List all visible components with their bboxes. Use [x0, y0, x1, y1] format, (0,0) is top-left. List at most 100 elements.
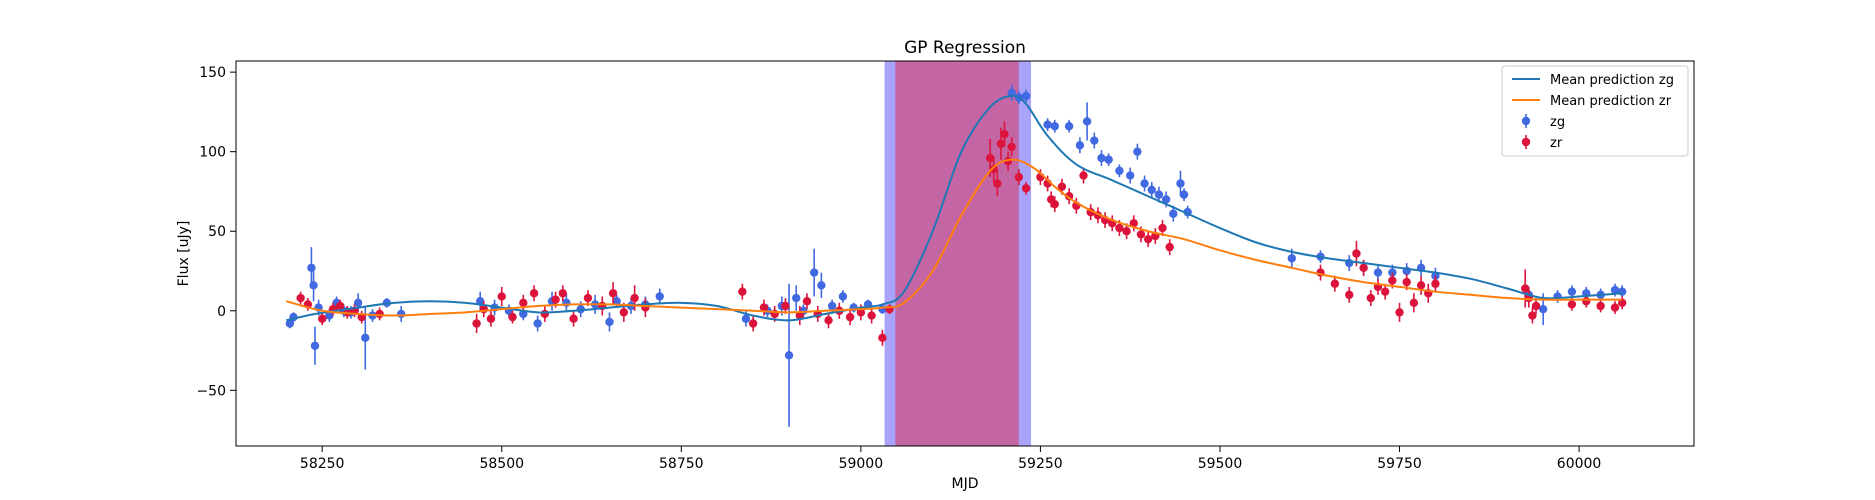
data-point-zr	[795, 311, 805, 320]
data-point-zr	[1122, 227, 1131, 236]
data-point-zg	[1161, 195, 1171, 204]
x-tick-label: 59750	[1377, 456, 1422, 472]
y-tick-label: 150	[199, 65, 226, 81]
data-point-zg	[1610, 285, 1620, 295]
data-point-zr	[759, 303, 769, 312]
data-point-zr	[1050, 199, 1059, 209]
data-point-zg	[1169, 209, 1178, 218]
data-point-zg	[1287, 254, 1296, 263]
data-point-zr	[1582, 297, 1591, 306]
data-point-zr	[551, 295, 560, 304]
data-point-zr	[1079, 171, 1088, 180]
data-point-zr	[1610, 303, 1620, 312]
data-point-zr	[569, 314, 578, 323]
data-point-zg	[1176, 179, 1185, 188]
data-point-zr	[375, 309, 384, 319]
data-point-zg	[285, 319, 295, 328]
x-tick-label: 58500	[479, 456, 524, 472]
data-point-zr	[1129, 219, 1138, 228]
data-point-zr	[1007, 142, 1016, 152]
data-point-zr	[802, 297, 812, 306]
data-point-zg	[309, 281, 318, 290]
data-point-zg	[1388, 268, 1397, 277]
x-tick-label: 59250	[1018, 456, 1063, 472]
data-point-zg	[1064, 122, 1074, 131]
data-point-zg	[817, 281, 826, 290]
data-point-zr	[317, 314, 327, 323]
legend-label-mean-zg: Mean prediction zg	[1550, 73, 1674, 88]
y-tick-label: 100	[199, 145, 226, 161]
chart-title: GP Regression	[904, 38, 1026, 58]
data-point-zr	[1596, 301, 1605, 311]
data-point-zr	[529, 289, 539, 298]
data-point-zg	[1125, 171, 1135, 180]
mean-prediction-line-zg	[286, 94, 1623, 322]
data-point-zr	[1014, 172, 1024, 182]
data-point-zr	[497, 292, 506, 301]
data-point-zg	[612, 297, 621, 306]
legend-box	[1501, 65, 1689, 157]
mean-prediction-line-zr	[286, 158, 1623, 317]
data-point-zg	[827, 301, 837, 311]
x-tick-label: 59000	[839, 456, 884, 472]
y-tick-label: 50	[208, 224, 226, 240]
data-point-zr	[738, 287, 747, 296]
data-point-zr	[993, 179, 1002, 188]
data-point-zg	[396, 309, 406, 319]
legend-swatch-zg	[1521, 114, 1531, 128]
data-point-zr	[1057, 182, 1067, 191]
legend-label-zr: zr	[1550, 136, 1563, 151]
data-point-zr	[519, 298, 528, 308]
data-point-zr	[1416, 281, 1426, 290]
data-point-zg	[1021, 91, 1031, 101]
data-point-zr	[1000, 129, 1009, 139]
x-axis-title: MJD	[952, 476, 979, 492]
data-point-zg	[838, 292, 848, 301]
shaded-region-1	[895, 61, 1019, 446]
data-point-zg	[1567, 287, 1577, 296]
data-point-zg	[1154, 190, 1164, 199]
data-point-zg	[1097, 153, 1106, 163]
data-point-zr	[1136, 230, 1146, 239]
data-point-zr	[1528, 311, 1537, 320]
x-tick-label: 60000	[1557, 456, 1602, 472]
data-point-zr	[335, 301, 345, 311]
legend: Mean prediction zg Mean prediction zr zg…	[1501, 65, 1689, 157]
data-point-zr	[1352, 249, 1361, 258]
data-point-zr	[486, 314, 496, 323]
data-point-zg	[1140, 179, 1149, 188]
data-point-zr	[583, 293, 593, 303]
data-point-zr	[781, 301, 790, 311]
data-point-zr	[608, 289, 618, 298]
data-point-zg	[1050, 122, 1059, 131]
legend-swatch-zr	[1521, 135, 1531, 149]
data-point-zr	[1380, 287, 1390, 296]
plot-frame	[235, 60, 1695, 447]
y-axis-title: Flux [uJy]	[176, 221, 192, 287]
data-point-zr	[630, 293, 639, 303]
data-point-zg	[784, 351, 794, 360]
data-point-zr	[540, 309, 550, 319]
data-point-zr	[1388, 276, 1397, 285]
data-point-zg	[353, 298, 363, 308]
data-point-zg	[1617, 287, 1627, 296]
data-point-zr	[1531, 301, 1541, 311]
data-point-zr	[1345, 290, 1354, 300]
data-point-zg	[1133, 147, 1142, 156]
data-point-zg	[741, 314, 751, 323]
data-point-zr	[1115, 223, 1124, 233]
data-point-zg	[792, 293, 801, 303]
data-point-zg	[1090, 136, 1099, 145]
data-point-zr	[845, 312, 855, 322]
data-point-zr	[1431, 279, 1440, 288]
data-point-zr	[472, 319, 481, 328]
data-point-zr	[1521, 284, 1530, 293]
data-point-zr	[1366, 293, 1375, 303]
data-point-zr	[1395, 308, 1404, 317]
data-point-zr	[296, 293, 305, 303]
legend-label-zg: zg	[1550, 115, 1565, 130]
data-point-zg	[1115, 166, 1124, 175]
data-point-zr	[1359, 263, 1368, 273]
data-point-zr	[558, 289, 567, 298]
